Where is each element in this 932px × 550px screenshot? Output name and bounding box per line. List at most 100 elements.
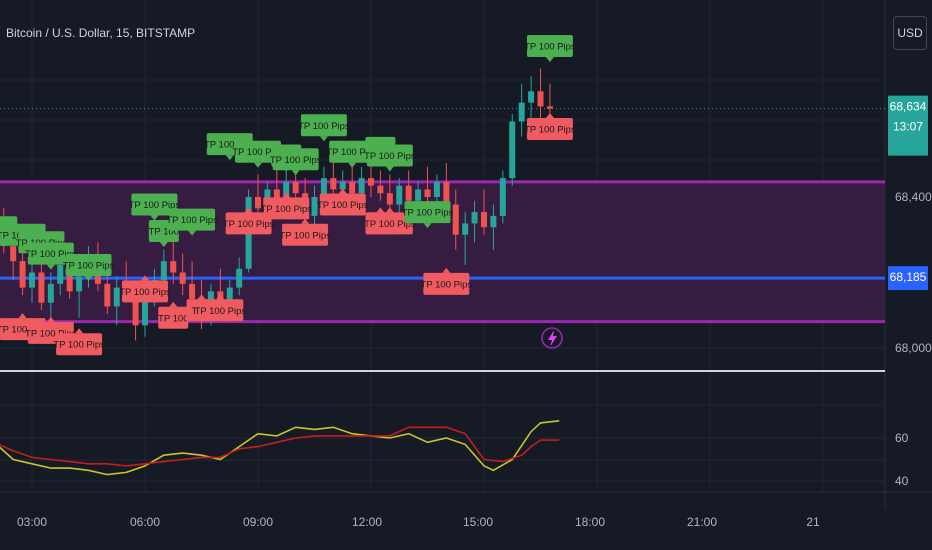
signal-label-pointer xyxy=(385,166,394,172)
candle-body xyxy=(471,212,478,224)
signal-label-box xyxy=(366,144,413,167)
candle-body xyxy=(377,185,384,194)
signal-label: TP 100 Pips xyxy=(317,188,369,216)
symbol-title: Bitcoin / U.S. Dollar, 15, BITSTAMP xyxy=(6,26,196,40)
osc-line-0 xyxy=(0,420,560,476)
signal-label: TP 100 Pips xyxy=(119,275,171,303)
signal-label-text: TP 100 Pips xyxy=(25,249,77,260)
candle-body xyxy=(443,181,450,205)
signal-label-pointer xyxy=(18,313,27,319)
signal-label: TP 100 Pips xyxy=(63,253,115,281)
signal-label-pointer xyxy=(225,155,234,161)
signal-label-box xyxy=(282,223,329,246)
signal-label-pointer xyxy=(545,57,554,62)
signal-label: TP 100 Pips xyxy=(402,201,454,229)
last-price-badge-text: 13:07 xyxy=(893,120,923,134)
signal-label-text: TP 100 Pips xyxy=(25,328,77,339)
signal-label-box xyxy=(526,118,573,141)
time-tick-label: 18:00 xyxy=(575,515,605,529)
candle-body xyxy=(311,197,318,216)
signal-label-text: TP 100 Pips xyxy=(524,125,576,136)
candle-body xyxy=(339,181,346,190)
candle-body xyxy=(546,106,553,109)
signal-label-box xyxy=(404,201,451,224)
candle-body xyxy=(490,215,497,228)
signal-label: TP 100 Pips xyxy=(524,35,576,62)
signal-label-text: TP 100 Pips xyxy=(232,147,284,158)
candle-body xyxy=(424,189,431,197)
mid-level-badge: 68,185 xyxy=(888,266,928,291)
time-tick-label: 21 xyxy=(806,515,820,529)
candle-body xyxy=(76,276,83,292)
candle-body xyxy=(509,121,516,179)
signal-label-box xyxy=(366,212,413,235)
candle-body xyxy=(405,185,412,201)
signal-label: TP 100 Pips xyxy=(232,140,284,168)
osc-line-1 xyxy=(0,426,560,467)
signal-label: TP 100 Pips xyxy=(364,144,416,172)
signal-label-box xyxy=(122,280,168,303)
signal-label-box xyxy=(56,333,103,356)
signal-label-text: TP 100 Pips xyxy=(326,147,378,158)
candle-body xyxy=(10,246,17,262)
signal-label-pointer xyxy=(282,192,291,198)
candle-body xyxy=(57,264,64,284)
signal-label-pointer xyxy=(348,162,357,168)
signal-label-pointer xyxy=(291,170,300,176)
candle-body xyxy=(320,178,327,197)
last-price-badge-text: 68,634 xyxy=(890,100,927,114)
signal-label-box xyxy=(131,193,178,216)
signal-label-text: TP 100 Pips xyxy=(223,219,275,230)
candle-body xyxy=(292,181,299,194)
signal-label-pointer xyxy=(301,218,310,224)
candle-body xyxy=(528,91,535,103)
signal-label-box xyxy=(169,208,216,231)
candle-body xyxy=(462,223,469,235)
time-tick-label: 15:00 xyxy=(463,515,493,529)
lightning-icon-bolt xyxy=(548,330,557,347)
signal-label-box xyxy=(263,197,310,220)
candle-body xyxy=(226,287,233,303)
time-tick-label: 03:00 xyxy=(17,515,47,529)
candle-body xyxy=(518,102,525,122)
currency-button[interactable]: USD xyxy=(893,16,927,50)
signal-label: TP 100 Pips xyxy=(129,193,181,221)
signal-label-pointer xyxy=(442,267,451,273)
signal-label-text: TP 100 Pips xyxy=(524,42,576,53)
signal-label-pointer xyxy=(197,294,206,300)
time-tick-label: 06:00 xyxy=(130,515,160,529)
signal-label-pointer xyxy=(46,316,55,322)
candle-body xyxy=(38,272,45,303)
price-tick-label: 68,000 xyxy=(895,341,932,355)
signal-label-pointer xyxy=(188,230,197,236)
signal-label-text: TP 100 xyxy=(158,313,188,324)
candle-body xyxy=(452,204,459,235)
candle-body xyxy=(349,181,356,194)
candle-body xyxy=(66,264,73,292)
candle-body xyxy=(386,193,393,205)
signal-label-pointer xyxy=(254,162,262,168)
signal-label-box xyxy=(197,299,244,322)
signal-label-text: TP 100 Pips xyxy=(402,208,454,219)
candle-body xyxy=(236,268,243,288)
signal-label: TP 100 Pips xyxy=(421,267,472,295)
signal-label-text: TP 100 Pips xyxy=(260,204,312,215)
signal-label-pointer xyxy=(75,328,84,334)
candle-body xyxy=(189,283,196,299)
signal-label-text: TP 100 Pips xyxy=(63,260,115,271)
signal-label-box xyxy=(272,148,319,171)
signal-label-pointer xyxy=(169,301,178,307)
candle-body xyxy=(113,287,120,307)
signal-label: TP 100 Pips xyxy=(260,192,312,220)
candle-body xyxy=(283,181,290,201)
time-tick-label: 21:00 xyxy=(687,515,717,529)
candle-body xyxy=(481,212,487,228)
signal-label-pointer xyxy=(385,207,394,213)
signal-label-text: TP 100 Pips xyxy=(129,200,181,211)
candle-body xyxy=(368,178,374,186)
candle-body xyxy=(433,181,440,197)
signal-label-box xyxy=(225,212,272,235)
candle-body xyxy=(358,178,365,194)
